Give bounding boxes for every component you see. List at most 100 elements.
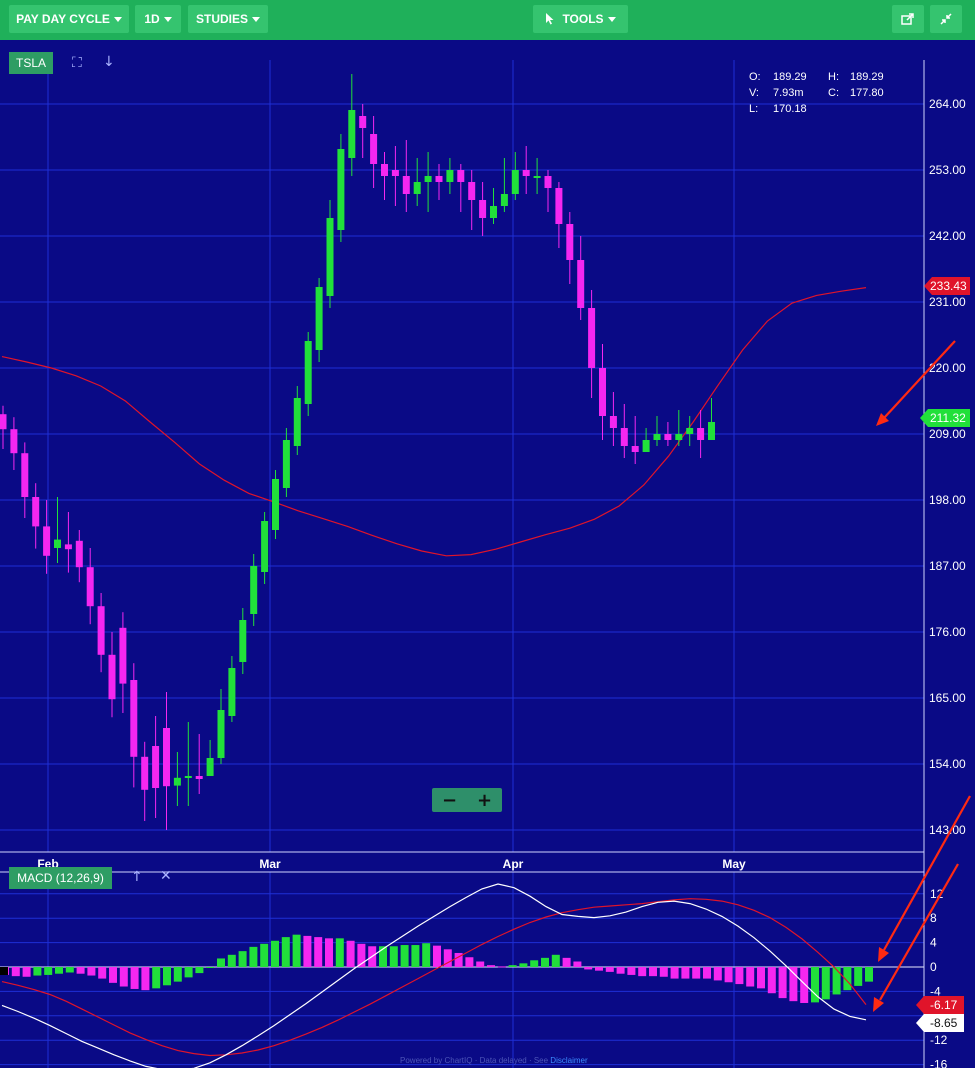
candle-down [620, 428, 628, 446]
zero-marker [0, 967, 8, 975]
volume-value: 7.93m [773, 87, 804, 99]
candle-down [359, 116, 367, 128]
macd-study-tag[interactable]: MACD (12,26,9) [9, 867, 112, 889]
candle-up [272, 479, 279, 530]
candle-up [424, 176, 432, 182]
zoom-out-button[interactable]: − [441, 789, 458, 811]
candle-up [282, 440, 290, 488]
macd-histogram-bar [865, 967, 873, 982]
macd-histogram-bar [821, 967, 830, 1000]
macd-histogram-bar [11, 967, 20, 977]
macd-histogram-bar [443, 949, 452, 967]
macd-histogram-bar [411, 945, 420, 967]
candle-down [152, 746, 160, 788]
macd-histogram-bar [487, 965, 495, 967]
interval-label: 1D [144, 12, 160, 26]
macd-histogram-bar [292, 934, 301, 967]
symbol-label: TSLA [15, 56, 46, 70]
macd-study-label: MACD (12,26,9) [17, 871, 104, 885]
candle-down [697, 428, 705, 440]
month-label: May [722, 857, 746, 871]
candle-down [664, 434, 672, 440]
arrow-down-icon[interactable]: ↓ [103, 54, 115, 70]
candle-up [642, 440, 650, 452]
candle-up [228, 668, 236, 716]
price-tick-label: 187.00 [929, 559, 966, 573]
zoom-in-button[interactable]: + [476, 789, 493, 811]
price-tick-label: 231.00 [929, 295, 966, 309]
candle-down [544, 176, 552, 188]
macd-histogram-bar [184, 967, 193, 978]
macd-histogram-bar [519, 963, 528, 967]
tools-dropdown-button[interactable]: TOOLS [533, 5, 628, 33]
last-price-tag [920, 409, 970, 427]
macd-histogram-bar [757, 967, 765, 989]
macd-histogram-bar [497, 966, 506, 968]
candle-down [609, 416, 617, 428]
macd-tick-label: -4 [930, 984, 941, 998]
chevron-down-icon [163, 16, 172, 22]
month-label: Mar [259, 857, 281, 871]
candle-down [43, 526, 51, 556]
annotation-arrow [883, 340, 956, 419]
candle-down [555, 188, 563, 224]
macd-histogram-bar [87, 967, 96, 976]
candle-down [522, 170, 530, 176]
macd-histogram-bar [238, 951, 247, 967]
macd-tick-label: 4 [930, 936, 937, 950]
macd-histogram-bar [379, 946, 387, 967]
price-tick-label: 209.00 [929, 427, 966, 441]
candle-up [261, 521, 269, 572]
tools-label: TOOLS [562, 12, 604, 26]
candle-down [75, 540, 83, 568]
moving-average-line [1, 287, 867, 557]
collapse-button[interactable] [930, 5, 962, 33]
annotation-arrow [883, 795, 971, 951]
candle-up [490, 206, 497, 218]
price-tick-label: 242.00 [929, 229, 966, 243]
candle-down [97, 606, 105, 655]
disclaimer-link[interactable]: Disclaimer [550, 1056, 588, 1065]
price-tick-label: 253.00 [929, 163, 966, 177]
macd-histogram-bar [400, 945, 409, 967]
chart-area[interactable]: 143.00 154.00 165.00 176.00 187.00 198.00 209.… [0, 40, 975, 1068]
macd-lines [1, 883, 867, 1068]
symbol-tag[interactable]: TSLA [9, 52, 53, 74]
macd-histogram-bar [530, 960, 539, 967]
macd-histogram-bar [260, 943, 269, 967]
chevron-down-icon [607, 16, 616, 22]
macd-histogram-bar [281, 937, 290, 967]
candle-up [708, 422, 715, 440]
candle-down [141, 756, 149, 790]
fullscreen-icon[interactable]: ⛶ [72, 55, 82, 71]
candle-up [173, 777, 181, 786]
chevron-down-icon [113, 16, 122, 22]
share-button[interactable] [892, 5, 924, 33]
macd-histogram-bar [249, 946, 258, 967]
candle-up [315, 287, 323, 350]
macd-histogram-bar [454, 952, 463, 967]
candle-up [304, 341, 312, 404]
candle-down [468, 182, 476, 200]
high-label: H: [828, 71, 839, 83]
close-icon[interactable]: ✕ [160, 868, 172, 884]
chevron-down-icon [252, 16, 260, 22]
cycle-dropdown-button[interactable]: PAY DAY CYCLE [9, 5, 129, 33]
macd-histogram-bar [627, 967, 636, 975]
interval-dropdown-button[interactable]: 1D [135, 5, 181, 33]
open-label: O: [749, 71, 761, 83]
macd-histogram-bar [314, 937, 323, 967]
candle-down [163, 728, 170, 787]
candle-down [10, 429, 18, 454]
candle-down [21, 453, 29, 497]
macd-histogram-bar [119, 967, 128, 987]
arrow-up-icon[interactable]: ↑ [131, 869, 143, 885]
macd-tag [916, 1014, 964, 1032]
candle-down [130, 680, 138, 757]
candle-down [119, 627, 127, 684]
price-tick-label: 264.00 [929, 97, 966, 111]
candle-down [86, 567, 94, 607]
macd-histogram-bar [843, 967, 852, 991]
close-value: 177.80 [850, 87, 884, 99]
studies-dropdown-button[interactable]: STUDIES [188, 5, 268, 33]
